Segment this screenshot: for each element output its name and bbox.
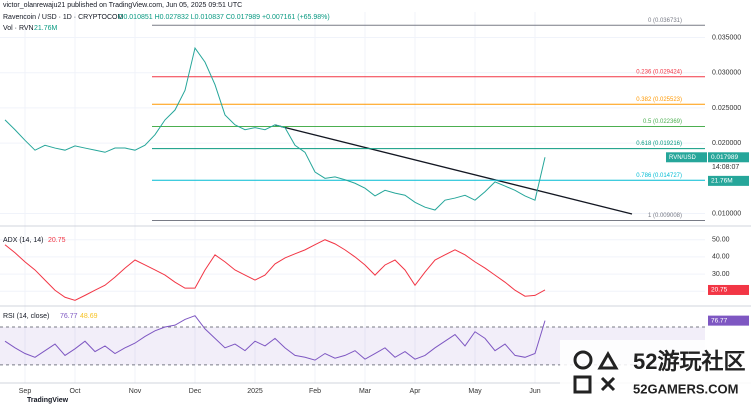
x-tick-label: 2025: [247, 388, 263, 395]
last-value: 0.017989: [711, 154, 738, 161]
fib-label: 0.5 (0.022369): [643, 119, 682, 125]
volume-tag: [708, 175, 749, 186]
last-value-tag: [708, 152, 749, 163]
watermark-url: 52GAMERS.COM: [633, 381, 738, 396]
y-tick-label: 0.035000: [712, 34, 741, 41]
last-value: 20.75: [711, 287, 728, 294]
trend-line: [274, 124, 633, 215]
series-line: [4, 239, 546, 301]
last-value: 76.77: [711, 317, 728, 324]
y-tick-label: 0.030000: [712, 70, 741, 77]
watermark-icon: [573, 350, 619, 394]
fib-label: 0.786 (0.014727): [636, 173, 682, 179]
x-tick-label: Nov: [129, 388, 142, 395]
volume-label: Vol · RVN: [3, 25, 34, 32]
header-value: 76.77: [60, 313, 78, 320]
x-tick-label: May: [468, 388, 482, 395]
x-tick-label: Apr: [410, 388, 422, 395]
y-tick-label: 0.020000: [712, 140, 741, 147]
volume-value: 21.76M: [34, 25, 58, 32]
rsi-title: RSI (14, close): [3, 313, 49, 320]
y-tick-label: 50.00: [712, 237, 730, 244]
last-value-tag: [708, 315, 749, 326]
fib-label: 0.236 (0.029424): [636, 69, 682, 75]
adx-title: ADX (14, 14): [3, 237, 43, 244]
x-tick-label: Sep: [19, 388, 32, 395]
fib-label: 0.382 (0.025523): [636, 97, 682, 103]
x-tick-label: Jun: [529, 388, 540, 395]
fib-label: 0 (0.036731): [648, 18, 682, 24]
fib-label: 1 (0.009008): [648, 213, 682, 219]
x-tick-label: Mar: [359, 388, 372, 395]
x-tick-label: Feb: [309, 388, 321, 395]
x-tick-label: Dec: [189, 388, 202, 395]
rsi-ma-value: 48.69: [80, 313, 98, 320]
header-value: 20.75: [48, 237, 66, 244]
x-tick-label: Oct: [70, 388, 81, 395]
y-tick-label: 0.025000: [712, 105, 741, 112]
fib-label: 0.618 (0.019216): [636, 141, 682, 147]
watermark-title: 52游玩社区: [633, 349, 745, 374]
watermark-bg: [560, 340, 751, 408]
countdown: 14:08:07: [712, 164, 739, 171]
tag-name: RVN/USD: [669, 155, 697, 161]
series-line: [4, 46, 546, 211]
symbol-title: Ravencoin / USD · 1D · CRYPTOCOM: [3, 14, 123, 21]
y-tick-label: 0.010000: [712, 210, 741, 217]
tag-name-bg: [666, 152, 707, 163]
volume-tag-text: 21.76M: [711, 178, 733, 185]
y-tick-label: 40.00: [712, 254, 730, 261]
attribution: victor_olanrewaju21 published on Trading…: [3, 2, 242, 9]
ohlc: O0.010851 H0.027832 L0.010837 C0.017989 …: [118, 14, 330, 21]
footer-logo: TradingView: [27, 397, 69, 404]
series-line: [4, 315, 546, 361]
last-value-tag: [708, 284, 749, 295]
y-tick-label: 30.00: [712, 271, 730, 278]
